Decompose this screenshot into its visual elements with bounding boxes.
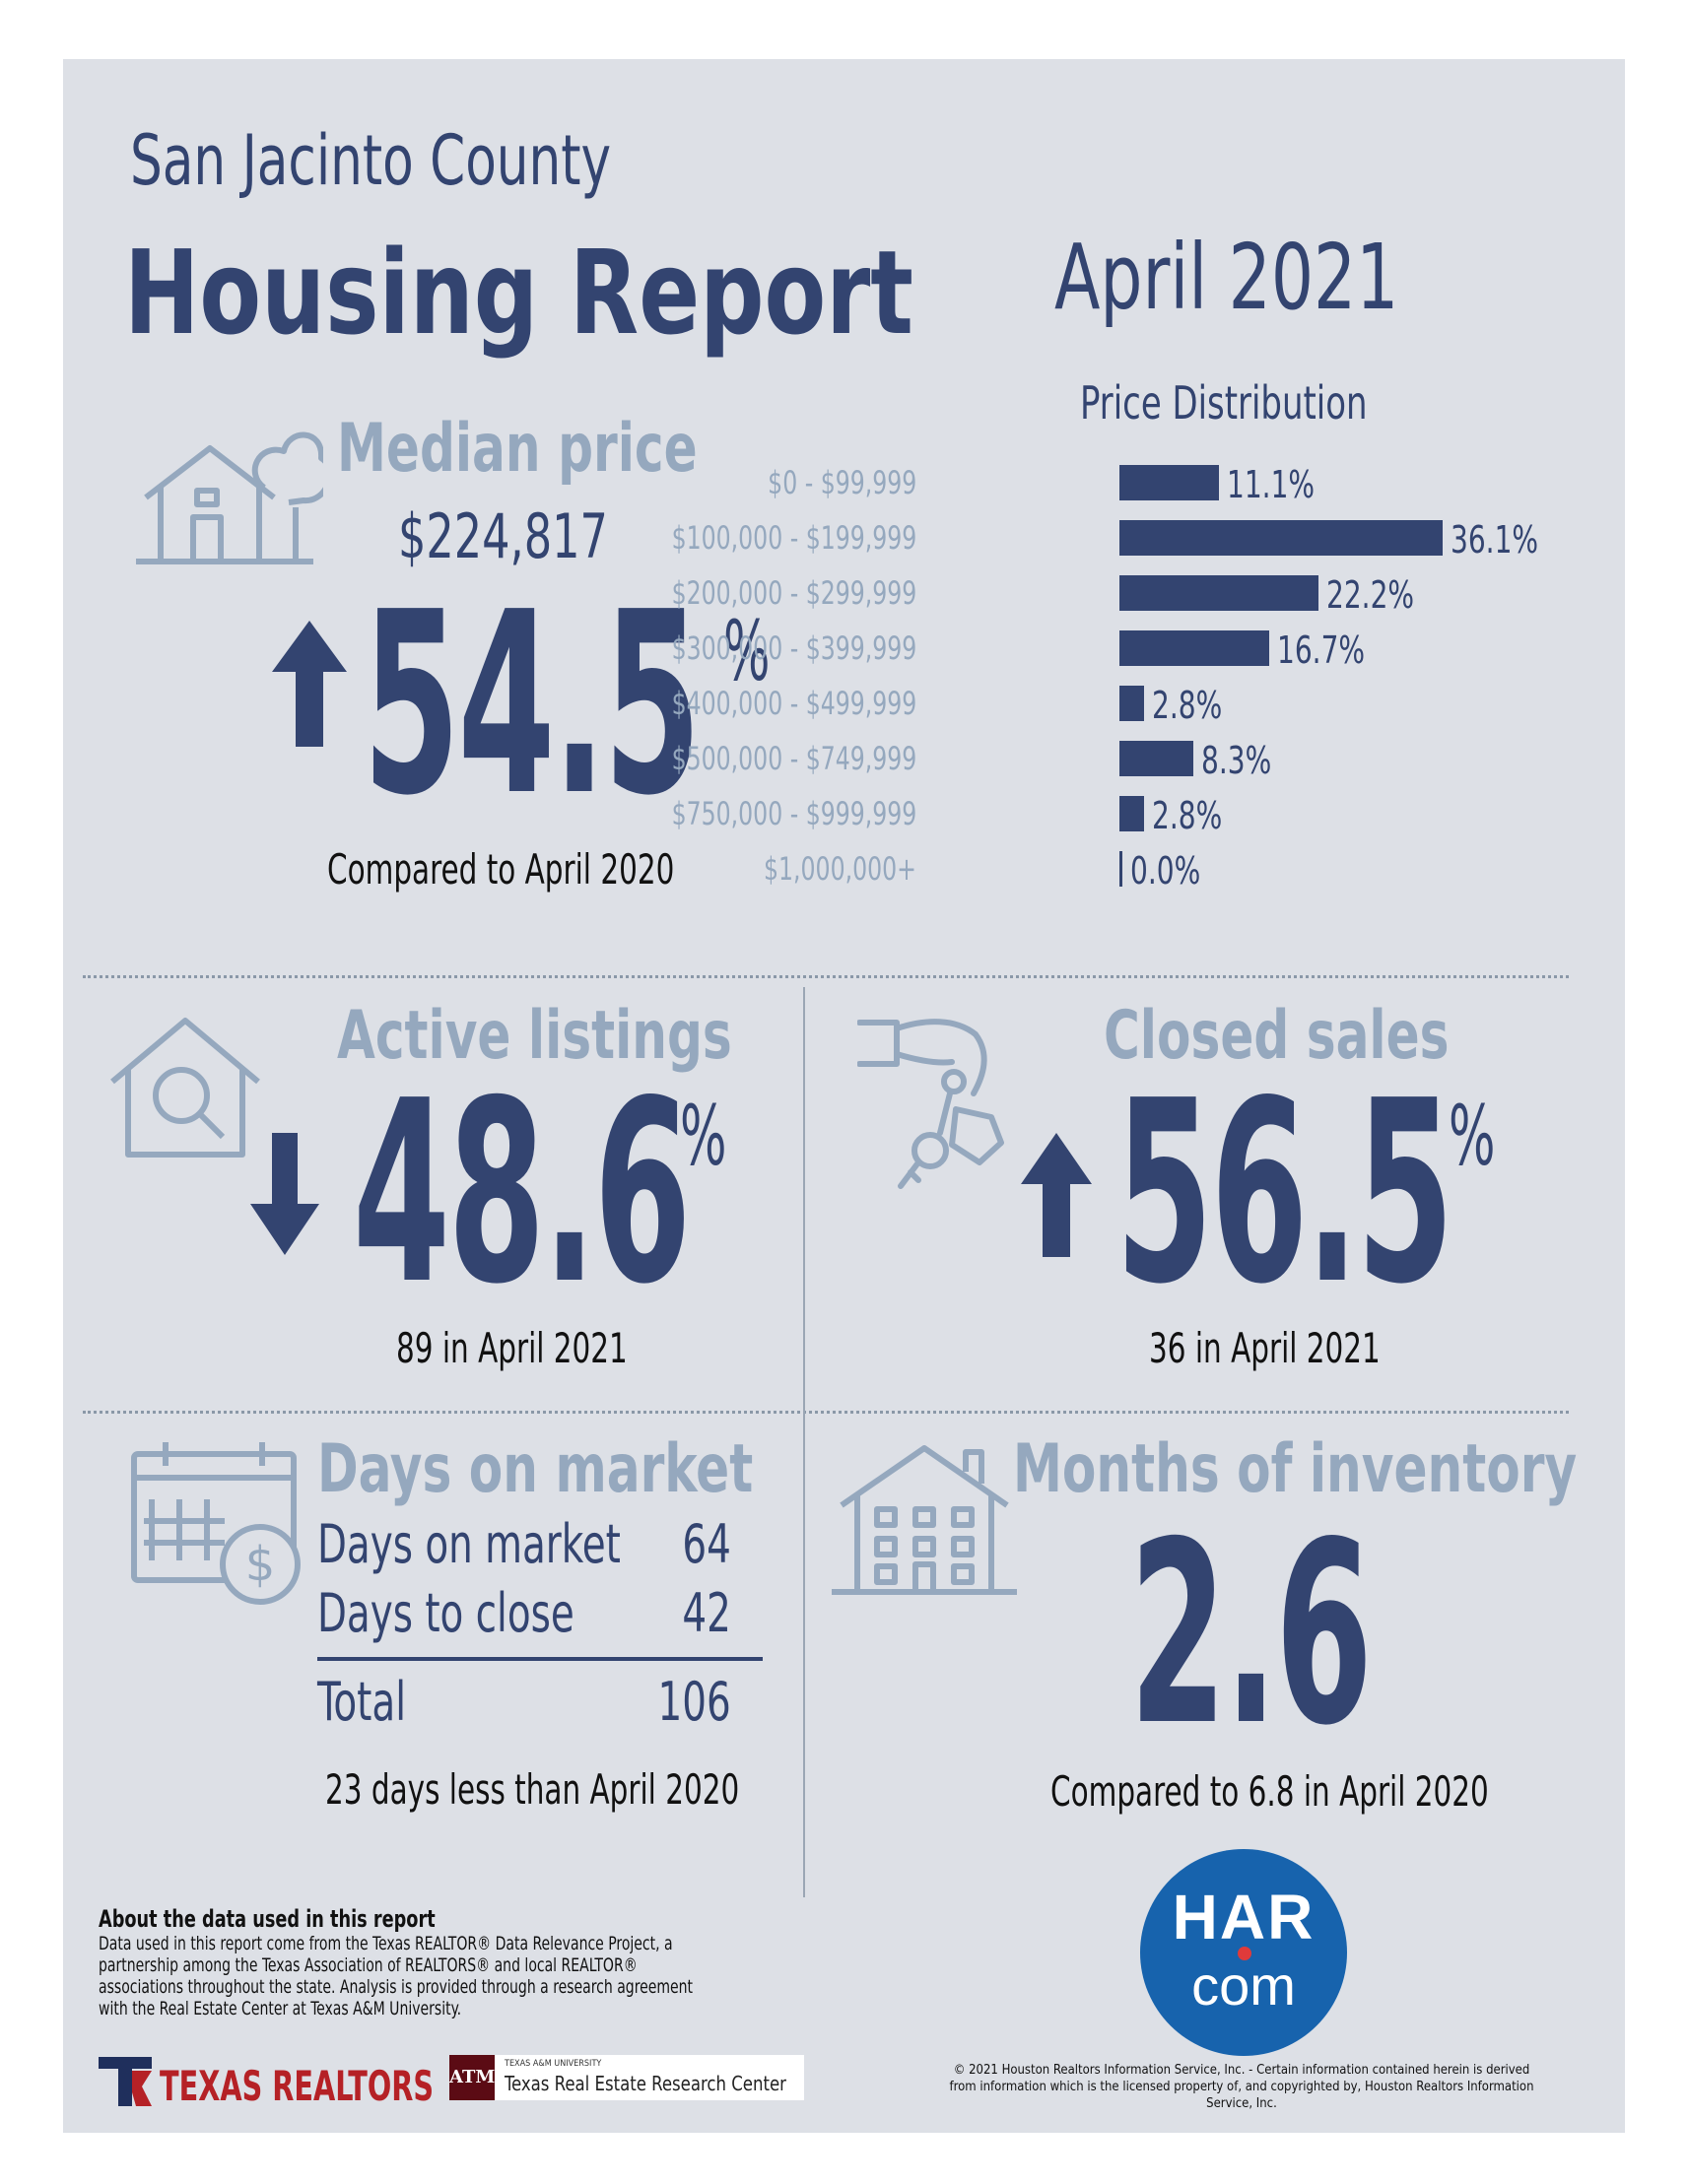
- svg-text:$: $: [245, 1537, 276, 1592]
- median-price-heading: Median price: [337, 410, 698, 488]
- closed-percent-sign: %: [1449, 1088, 1496, 1184]
- closed-sales-change: 56.5: [1115, 1047, 1453, 1340]
- distribution-row: $750,000 - $999,999 2.8%: [671, 794, 1596, 837]
- divider-vertical: [803, 987, 805, 1897]
- median-comparison: Compared to April 2020: [327, 845, 675, 893]
- about-body: Data used in this report come from the T…: [99, 1933, 694, 2019]
- report-title: Housing Report: [124, 225, 913, 361]
- har-logo-bottom: com: [1191, 1954, 1296, 2017]
- distribution-row: $400,000 - $499,999 2.8%: [671, 684, 1596, 727]
- median-price-value: $224,817: [398, 500, 608, 572]
- distribution-value: 11.1%: [1227, 463, 1316, 506]
- distribution-value: 2.8%: [1152, 794, 1223, 837]
- dom-row-label: Days to close: [317, 1582, 574, 1644]
- distribution-bar: [1119, 686, 1144, 721]
- months-inventory-heading: Months of inventory: [1013, 1430, 1578, 1508]
- distribution-label: $1,000,000+: [764, 850, 916, 888]
- distribution-label: $0 - $99,999: [767, 464, 916, 501]
- tamu-mark-icon: ATM: [449, 2055, 495, 2100]
- distribution-value: 16.7%: [1277, 629, 1366, 672]
- tamu-logo: ATM TEXAS A&M UNIVERSITY Texas Real Esta…: [449, 2055, 804, 2100]
- price-distribution-title: Price Distribution: [1080, 376, 1368, 430]
- active-listings-change: 48.6: [353, 1047, 691, 1340]
- total-label: Total: [317, 1671, 407, 1733]
- dom-row-value: 42: [682, 1582, 731, 1644]
- distribution-bar: [1119, 520, 1443, 556]
- county-name: San Jacinto County: [130, 120, 612, 201]
- days-comparison: 23 days less than April 2020: [325, 1765, 740, 1814]
- distribution-bar: [1119, 630, 1269, 666]
- distribution-row: $1,000,000+ 0.0%: [764, 849, 1596, 893]
- distribution-row: $100,000 - $199,999 36.1%: [671, 518, 1596, 562]
- house-search-icon: [110, 1018, 260, 1158]
- distribution-label: $750,000 - $999,999: [671, 795, 916, 832]
- texas-realtors-logo-icon: [99, 2057, 152, 2106]
- tamu-university-text: TEXAS A&M UNIVERSITY: [505, 2059, 602, 2069]
- copyright-notice: © 2021 Houston Realtors Information Serv…: [949, 2063, 1534, 2111]
- about-title: About the data used in this report: [99, 1905, 436, 1933]
- distribution-bar: [1119, 851, 1122, 887]
- distribution-row: $0 - $99,999 11.1%: [768, 463, 1596, 506]
- distribution-label: $500,000 - $749,999: [671, 740, 916, 777]
- distribution-value: 22.2%: [1326, 573, 1415, 617]
- distribution-value: 8.3%: [1201, 739, 1272, 782]
- total-value: 106: [657, 1671, 731, 1733]
- distribution-bar: [1119, 575, 1318, 611]
- distribution-row: $200,000 - $299,999 22.2%: [671, 573, 1596, 617]
- distribution-value: 36.1%: [1451, 518, 1539, 562]
- report-date: April 2021: [1054, 225, 1399, 330]
- closed-sales-heading: Closed sales: [1104, 997, 1450, 1075]
- report-panel: [63, 59, 1625, 2133]
- distribution-row: $300,000 - $399,999 16.7%: [671, 629, 1596, 672]
- arrow-down-icon: [250, 1133, 319, 1255]
- dom-row-value: 64: [682, 1513, 731, 1575]
- total-rule: [317, 1657, 763, 1661]
- dom-row-label: Days on market: [317, 1513, 621, 1575]
- distribution-value: 2.8%: [1152, 684, 1223, 727]
- distribution-label: $200,000 - $299,999: [671, 574, 916, 612]
- months-inventory-value: 2.6: [1129, 1489, 1373, 1781]
- closed-sales-detail: 36 in April 2021: [1149, 1324, 1381, 1372]
- active-percent-sign: %: [680, 1088, 727, 1184]
- building-icon: [832, 1445, 1017, 1595]
- distribution-bar: [1119, 741, 1193, 776]
- distribution-value: 0.0%: [1130, 849, 1201, 893]
- har-logo: HAR com: [1140, 1849, 1347, 2056]
- median-price-change: 54.5: [363, 559, 701, 851]
- distribution-bar: [1119, 465, 1219, 500]
- distribution-label: $400,000 - $499,999: [671, 685, 916, 722]
- hand-key-icon: [857, 1019, 1004, 1189]
- calendar-dollar-icon: $: [131, 1442, 301, 1605]
- house-tree-icon: [136, 431, 323, 564]
- divider-upper: [83, 975, 1569, 978]
- distribution-bar: [1119, 796, 1144, 831]
- days-on-market-heading: Days on market: [317, 1430, 754, 1508]
- active-listings-detail: 89 in April 2021: [396, 1324, 628, 1372]
- har-logo-dot: [1238, 1947, 1251, 1960]
- median-percent-sign: %: [723, 603, 771, 699]
- distribution-row: $500,000 - $749,999 8.3%: [671, 739, 1596, 782]
- arrow-up-icon: [272, 621, 347, 747]
- active-listings-heading: Active listings: [337, 997, 732, 1075]
- divider-lower: [83, 1411, 1569, 1414]
- texas-realtors-logo-text: TEXAS REALTORS: [160, 2062, 435, 2110]
- arrow-up-icon: [1021, 1133, 1092, 1257]
- months-comparison: Compared to 6.8 in April 2020: [1050, 1767, 1489, 1816]
- tamu-center-text: Texas Real Estate Research Center: [505, 2072, 786, 2095]
- distribution-label: $100,000 - $199,999: [671, 519, 916, 557]
- har-logo-top: HAR: [1172, 1882, 1316, 1952]
- distribution-label: $300,000 - $399,999: [671, 629, 916, 667]
